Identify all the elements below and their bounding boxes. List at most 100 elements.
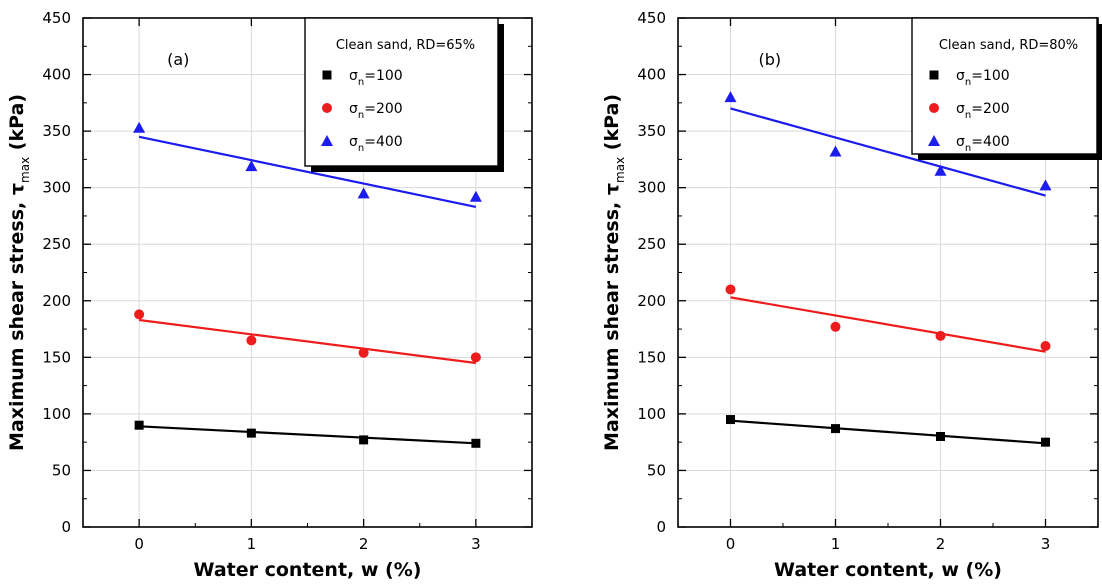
- legend-label: σn=100: [956, 68, 1010, 88]
- legend-label: σn=100: [349, 68, 403, 88]
- chart-panel-a: 0 50 100 150 200 250 300 350 400 450 0 1 2 3 (a) Clean …: [6, 9, 533, 581]
- y-tick-label: 450: [42, 9, 71, 27]
- panel-label: (b): [759, 50, 782, 69]
- data-point-square: [134, 420, 144, 430]
- legend-label: σn=200: [349, 101, 403, 121]
- fit-line: [138, 318, 477, 365]
- x-tick-label: 3: [1041, 535, 1051, 553]
- fit-line: [138, 135, 477, 208]
- legend-label-symbol: σ: [956, 68, 965, 84]
- legend-label-symbol: σ: [349, 101, 358, 117]
- legend-label-subscript: n: [358, 77, 364, 88]
- y-tick-label: 0: [656, 518, 666, 536]
- legend-label: σn=400: [956, 134, 1010, 154]
- legend-box: [304, 17, 499, 167]
- y-axis-title-unit: (kPa): [6, 94, 28, 157]
- legend-marker-triangle: [321, 135, 333, 146]
- data-point-square: [246, 428, 256, 438]
- y-tick-label: 450: [637, 9, 666, 27]
- y-tick-label: 200: [42, 292, 71, 310]
- legend-title: Clean sand, RD=65%: [336, 38, 475, 53]
- data-point-triangle: [1039, 179, 1052, 191]
- legend-label-symbol: σ: [956, 101, 965, 117]
- legend-label-value: =400: [364, 134, 402, 150]
- data-point-square: [471, 438, 481, 448]
- y-tick-label: 250: [637, 235, 666, 253]
- y-tick-label: 350: [637, 122, 666, 140]
- data-point-square: [831, 424, 840, 434]
- y-tick-label: 0: [61, 518, 71, 536]
- legend-label-subscript: n: [358, 143, 364, 154]
- legend-title: Clean sand, RD=80%: [939, 38, 1078, 53]
- y-axis-title-main: Maximum shear stress,: [601, 195, 623, 451]
- legend-label: σn=400: [349, 134, 403, 154]
- legend-label: σn=200: [956, 101, 1010, 121]
- y-axis-title-unit: (kPa): [601, 94, 623, 157]
- x-tick-label: 3: [471, 535, 481, 553]
- data-point-square: [1041, 437, 1050, 447]
- y-tick-label: 400: [637, 66, 666, 84]
- y-axis-title-symbol: τ: [6, 183, 28, 195]
- data-point-circle: [725, 284, 736, 295]
- data-point-circle: [470, 352, 481, 363]
- legend-box: [911, 17, 1098, 155]
- legend-marker-square: [322, 70, 332, 80]
- legend-label-subscript: n: [965, 143, 971, 154]
- legend-label-subscript: n: [965, 77, 971, 88]
- data-point-triangle: [829, 145, 842, 157]
- x-tick-label: 2: [936, 535, 946, 553]
- data-point-circle: [358, 347, 369, 358]
- fit-line: [730, 296, 1046, 353]
- legend-label-value: =400: [971, 134, 1009, 150]
- y-axis-title-subscript: max: [613, 157, 627, 183]
- x-axis-title: Water content, w (%): [774, 559, 1002, 581]
- legend-label-value: =200: [364, 101, 402, 117]
- data-point-triangle: [133, 121, 146, 133]
- data-point-circle: [935, 330, 946, 341]
- fit-line: [139, 425, 476, 445]
- panel-label: (a): [167, 50, 189, 69]
- x-tick-label: 1: [831, 535, 841, 553]
- data-point-triangle: [724, 91, 737, 103]
- y-tick-label: 300: [42, 179, 71, 197]
- x-axis-title: Water content, w (%): [194, 559, 422, 581]
- x-tick-label: 0: [726, 535, 736, 553]
- y-tick-label: 50: [52, 461, 71, 479]
- data-point-square: [936, 432, 945, 442]
- legend-marker-triangle: [928, 135, 940, 146]
- legend-label-value: =100: [971, 68, 1009, 84]
- y-tick-label: 100: [637, 405, 666, 423]
- plot-frame: [677, 17, 1099, 528]
- legend-label-value: =200: [971, 101, 1009, 117]
- data-point-circle: [246, 335, 257, 346]
- legend-label-symbol: σ: [349, 68, 358, 84]
- data-point-square: [726, 415, 735, 425]
- y-axis-title-main: Maximum shear stress,: [6, 195, 28, 451]
- x-tick-label: 2: [359, 535, 369, 553]
- x-tick-label: 0: [134, 535, 144, 553]
- y-tick-label: 50: [647, 461, 666, 479]
- data-point-circle: [830, 321, 841, 332]
- x-tick-label: 1: [247, 535, 257, 553]
- data-point-triangle: [245, 160, 258, 172]
- y-tick-label: 300: [637, 179, 666, 197]
- fit-line: [730, 419, 1046, 445]
- y-axis-title-symbol: τ: [601, 183, 623, 195]
- data-point-square: [359, 435, 369, 445]
- y-tick-label: 250: [42, 235, 71, 253]
- data-point-triangle: [357, 187, 370, 199]
- y-tick-label: 350: [42, 122, 71, 140]
- legend-marker-circle: [929, 103, 939, 113]
- y-tick-label: 150: [637, 348, 666, 366]
- data-point-triangle: [934, 164, 947, 176]
- data-point-circle: [134, 309, 145, 320]
- legend-label-value: =100: [364, 68, 402, 84]
- legend-marker-square: [929, 70, 939, 80]
- y-tick-label: 400: [42, 66, 71, 84]
- legend-label-symbol: σ: [349, 134, 358, 150]
- legend-label-symbol: σ: [956, 134, 965, 150]
- y-axis-title: Maximum shear stress, τmax (kPa): [6, 94, 32, 451]
